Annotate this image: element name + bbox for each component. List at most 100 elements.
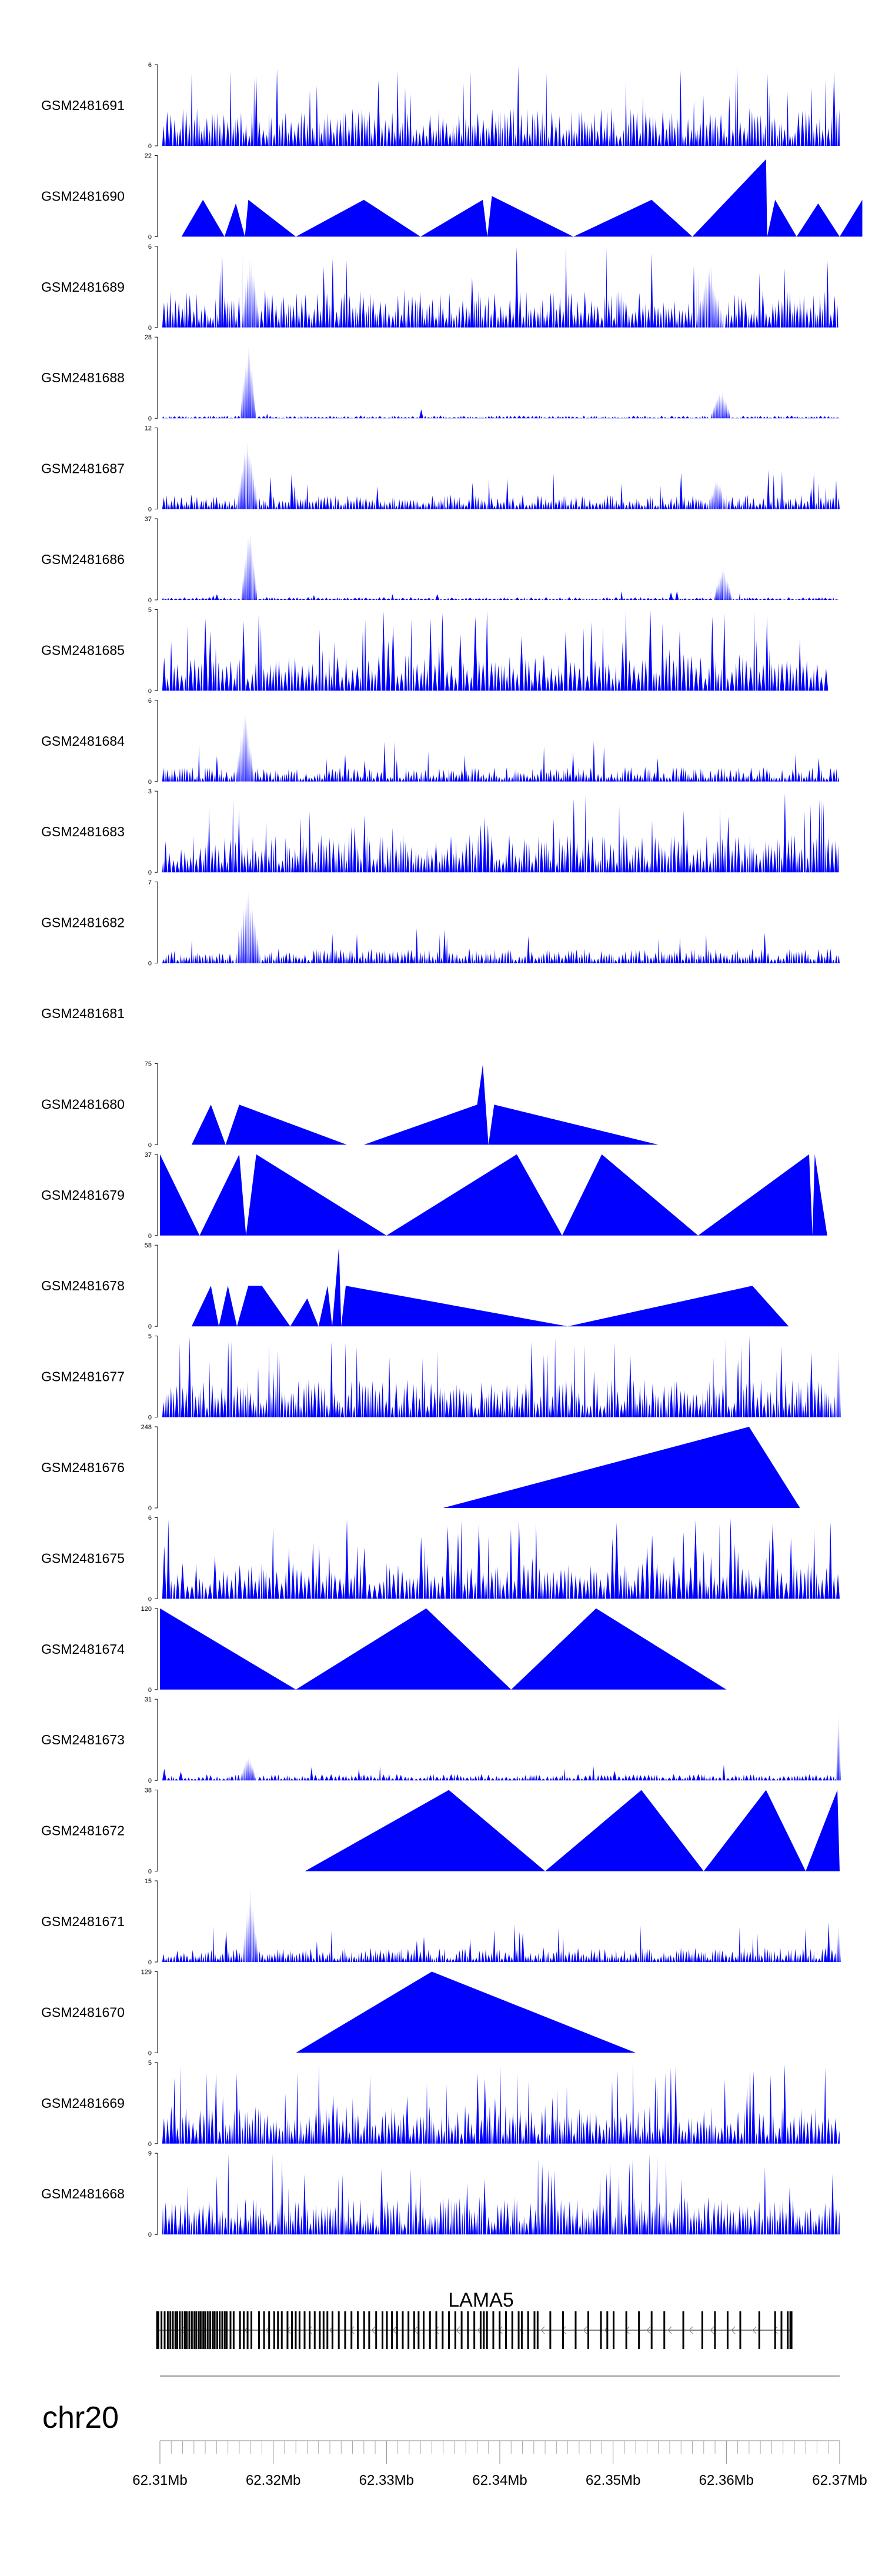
track-label: GSM2481675 bbox=[41, 1550, 125, 1566]
gene-exon bbox=[202, 2311, 205, 2349]
gene-exon bbox=[402, 2311, 404, 2349]
y-max-label: 22 bbox=[145, 152, 152, 159]
signal-area bbox=[296, 1971, 636, 2053]
track-y-axis: 60 bbox=[148, 243, 158, 332]
gene-track: LAMA5 bbox=[156, 2289, 793, 2349]
gene-exon bbox=[169, 2311, 172, 2349]
track-y-axis: 75 0 bbox=[145, 1060, 158, 1149]
y-min-label: 0 bbox=[148, 233, 152, 241]
y-max-label: 38 bbox=[145, 1787, 152, 1794]
y-min-label: 0 bbox=[148, 1414, 152, 1422]
gene-exon bbox=[246, 2311, 249, 2349]
coordinate-label: 62.34Mb bbox=[472, 2472, 527, 2488]
signal-area bbox=[181, 159, 863, 237]
y-min-label: 0 bbox=[148, 1868, 152, 1876]
signal-area bbox=[160, 441, 840, 509]
gene-exon bbox=[505, 2311, 507, 2349]
signal-area bbox=[160, 1154, 827, 1236]
strand-arrow bbox=[667, 2326, 672, 2334]
y-min-label: 0 bbox=[148, 506, 152, 513]
gene-exon bbox=[391, 2311, 393, 2349]
signal-area bbox=[160, 1886, 841, 1962]
gene-exon bbox=[209, 2311, 212, 2349]
track-label: GSM2481685 bbox=[41, 642, 125, 658]
y-min-label: 0 bbox=[148, 1323, 152, 1330]
y-min-label: 0 bbox=[148, 1233, 152, 1240]
y-max-label: 7 bbox=[148, 879, 152, 886]
track-GSM2481670: GSM2481670 129 0 bbox=[41, 1968, 636, 2057]
chromosome-label: chr20 bbox=[42, 2401, 119, 2435]
y-max-label: 120 bbox=[141, 1606, 152, 1613]
signal-area bbox=[160, 609, 828, 691]
strand-arrow bbox=[392, 2326, 397, 2334]
gene-exon bbox=[212, 2311, 214, 2349]
track-label: GSM2481674 bbox=[41, 1641, 125, 1657]
gene-exon bbox=[562, 2311, 564, 2349]
track-y-axis: 31 0 bbox=[145, 1696, 158, 1784]
track-GSM2481686: GSM2481686 37 0 bbox=[41, 516, 840, 604]
y-min-label: 0 bbox=[148, 688, 152, 695]
track-label: GSM2481684 bbox=[41, 733, 125, 749]
gene-exon bbox=[193, 2311, 196, 2349]
signal-area bbox=[160, 713, 840, 782]
gene-exon bbox=[739, 2311, 741, 2349]
gene-exon bbox=[780, 2311, 783, 2349]
gene-exon bbox=[303, 2311, 306, 2349]
gene-exon bbox=[587, 2311, 590, 2349]
y-max-label: 15 bbox=[145, 1878, 152, 1885]
coordinate-label: 62.37Mb bbox=[812, 2472, 867, 2488]
gene-exon bbox=[774, 2311, 776, 2349]
gene-exon bbox=[520, 2311, 523, 2349]
track-label: GSM2481690 bbox=[41, 188, 125, 203]
y-max-label: 75 bbox=[145, 1060, 152, 1067]
track-GSM2481672: GSM2481672 38 0 bbox=[41, 1787, 840, 1876]
strand-arrow bbox=[350, 2326, 355, 2334]
gene-exon bbox=[527, 2311, 529, 2349]
gene-exon bbox=[172, 2311, 174, 2349]
y-max-label: 31 bbox=[145, 1696, 152, 1703]
gene-exon bbox=[435, 2311, 437, 2349]
track-y-axis: 38 0 bbox=[145, 1787, 158, 1876]
track-GSM2481675: GSM2481675 60 bbox=[41, 1514, 840, 1603]
gene-exon bbox=[368, 2311, 370, 2349]
gene-exon bbox=[319, 2311, 321, 2349]
track-label: GSM2481691 bbox=[41, 98, 125, 113]
signal-area bbox=[160, 1608, 727, 1690]
y-min-label: 0 bbox=[148, 597, 152, 604]
gene-exon bbox=[199, 2311, 202, 2349]
gene-exon bbox=[726, 2311, 729, 2349]
gene-exon bbox=[179, 2311, 181, 2349]
track-y-axis: 60 bbox=[148, 1514, 158, 1603]
strand-arrow bbox=[498, 2326, 503, 2334]
track-GSM2481679: GSM2481679 37 0 bbox=[41, 1152, 827, 1240]
track-label: GSM2481682 bbox=[41, 915, 125, 930]
gene-exon bbox=[417, 2311, 420, 2349]
gene-exon bbox=[413, 2311, 415, 2349]
track-label: GSM2481670 bbox=[41, 2004, 125, 2020]
y-max-label: 5 bbox=[148, 1333, 152, 1340]
strand-arrow bbox=[308, 2326, 312, 2334]
signal-area bbox=[160, 2063, 841, 2144]
signal-area bbox=[160, 1518, 840, 1599]
gene-exon bbox=[223, 2311, 226, 2349]
coordinate-label: 62.35Mb bbox=[586, 2472, 640, 2488]
gene-exon bbox=[549, 2311, 552, 2349]
gene-exon bbox=[174, 2311, 176, 2349]
strand-arrow bbox=[773, 2326, 778, 2334]
y-max-label: 129 bbox=[141, 1968, 152, 1976]
signal-area bbox=[191, 1065, 659, 1145]
track-label: GSM2481676 bbox=[41, 1460, 125, 1475]
track-y-axis: 37 0 bbox=[145, 1152, 158, 1240]
gene-exon bbox=[356, 2311, 359, 2349]
track-label: GSM2481687 bbox=[41, 461, 125, 476]
track-y-axis: 248 0 bbox=[141, 1424, 158, 1512]
track-y-axis: 50 bbox=[148, 606, 158, 695]
y-min-label: 0 bbox=[148, 1687, 152, 1694]
signal-area bbox=[160, 2153, 841, 2235]
y-min-label: 0 bbox=[148, 869, 152, 876]
gene-exon bbox=[429, 2311, 431, 2349]
